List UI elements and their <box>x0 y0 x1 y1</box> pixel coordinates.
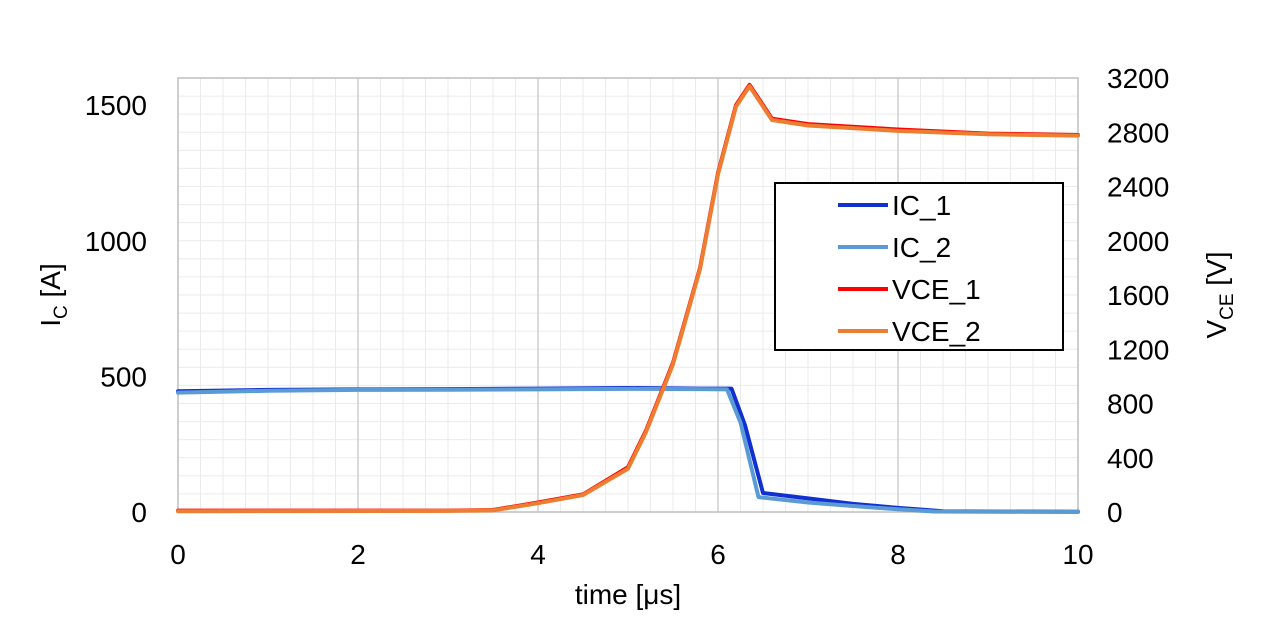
x-tick-label: 10 <box>1062 539 1093 570</box>
legend-box <box>774 182 1064 351</box>
series-layer <box>176 82 1080 514</box>
y-tick-label: 1000 <box>85 226 147 257</box>
legend-label: IC_1 <box>892 190 951 221</box>
series-line-vce-2 <box>176 84 1080 514</box>
y2-tick-label: 2000 <box>1107 226 1169 257</box>
y-tick-label: 500 <box>100 361 147 392</box>
y2-axis-title-main: V <box>1201 320 1232 339</box>
x-tick-labels: 0 2 4 6 8 10 <box>170 539 1093 570</box>
y-tick-labels: 0 500 1000 1500 <box>85 90 147 528</box>
y2-tick-label: 0 <box>1107 497 1123 528</box>
y2-axis-title-sub: CE <box>1217 293 1238 319</box>
y2-tick-labels: 0 400 800 1200 1600 2000 2400 2800 3200 <box>1107 63 1169 528</box>
plot-area <box>177 77 1079 513</box>
x-tick-label: 8 <box>890 539 906 570</box>
y2-tick-label: 2800 <box>1107 117 1169 148</box>
y2-axis-title-unit: [V] <box>1201 251 1232 293</box>
y2-tick-label: 1600 <box>1107 280 1169 311</box>
legend-label: VCE_2 <box>892 316 981 347</box>
grid-major <box>357 78 899 512</box>
y-tick-label: 0 <box>131 497 147 528</box>
legend-label: IC_2 <box>892 232 951 263</box>
x-tick-label: 2 <box>350 539 366 570</box>
y-axis-title-unit: [A] <box>35 263 66 305</box>
y-axis-title: IC [A] <box>35 263 72 327</box>
y2-tick-label: 3200 <box>1107 63 1169 94</box>
y2-axis-title: VCE [V] <box>1201 251 1238 338</box>
y2-tick-label: 400 <box>1107 443 1154 474</box>
y-axis-title-main: I <box>35 319 66 327</box>
y-tick-label: 1500 <box>85 90 147 121</box>
y2-tick-label: 800 <box>1107 389 1154 420</box>
y-axis-title-sub: C <box>51 305 72 319</box>
series-line-ic-2 <box>176 386 1080 514</box>
y2-tick-label: 1200 <box>1107 334 1169 365</box>
x-tick-label: 0 <box>170 539 186 570</box>
legend: IC_1 IC_2 VCE_1 VCE_2 <box>774 182 1064 351</box>
x-axis-title: time [μs] <box>575 579 681 610</box>
y2-tick-label: 2400 <box>1107 172 1169 203</box>
legend-label: VCE_1 <box>892 274 981 305</box>
x-tick-label: 6 <box>710 539 726 570</box>
x-tick-label: 4 <box>530 539 546 570</box>
